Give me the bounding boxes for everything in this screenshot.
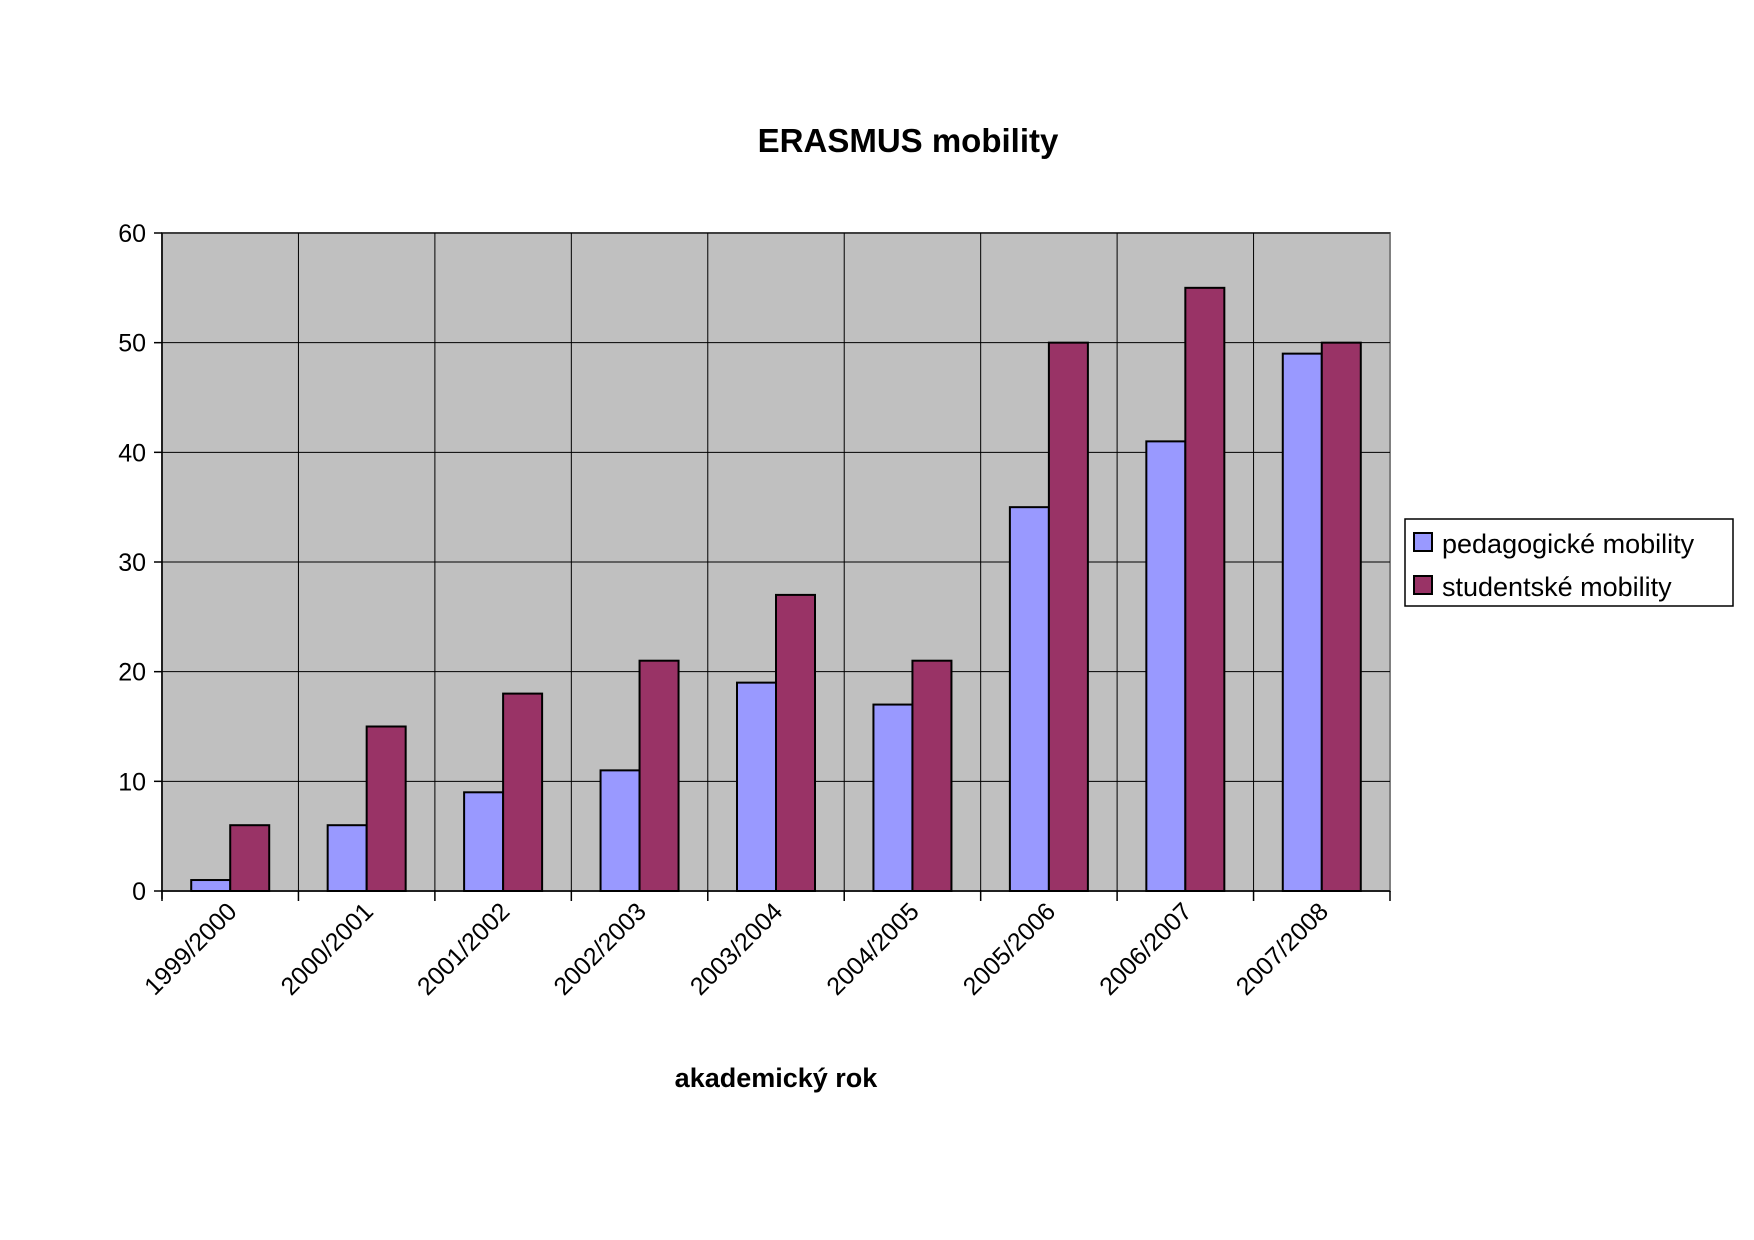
chart-title: ERASMUS mobility [758, 122, 1059, 159]
bar-studentske [1320, 341, 1362, 892]
legend-swatch-pedagogicke [1413, 532, 1433, 552]
bar-pedagogicke [1145, 440, 1187, 892]
bar-studentske [365, 725, 407, 892]
legend-label-studentske: studentské mobility [1442, 572, 1672, 602]
legend-label-pedagogicke: pedagogické mobility [1442, 529, 1695, 559]
y-tick-label: 20 [118, 659, 146, 687]
bar-studentske [1184, 286, 1226, 893]
x-axis-label: akademický rok [675, 1063, 879, 1093]
x-tick-label: 1999/2000 [139, 897, 242, 1000]
bar-pedagogicke [736, 681, 777, 893]
bar-studentske [775, 593, 816, 893]
legend: pedagogické mobility studentské mobility [1404, 518, 1734, 607]
x-tick-label: 2007/2008 [1231, 897, 1334, 1000]
legend-box [1404, 518, 1734, 607]
x-tick-label: 2005/2006 [958, 897, 1061, 1000]
x-tick-label: 2001/2002 [412, 897, 515, 1000]
x-tick-label: 2006/2007 [1094, 897, 1197, 1000]
bar-pedagogicke [463, 791, 505, 892]
y-tick-label: 50 [118, 330, 146, 358]
y-tick-label: 0 [132, 878, 146, 906]
x-tick-label: 2003/2004 [685, 897, 788, 1000]
bar-studentske [911, 659, 953, 893]
y-tick-label: 60 [118, 220, 146, 248]
y-tick-label: 10 [118, 768, 146, 796]
bar-studentske [1047, 341, 1089, 892]
x-tick-label: 2002/2003 [548, 897, 651, 1000]
bar-studentske [229, 824, 271, 893]
legend-swatch-studentske [1413, 575, 1433, 595]
bar-studentske [638, 659, 680, 893]
bar-pedagogicke [190, 879, 232, 892]
bars [190, 286, 1362, 893]
bar-pedagogicke [1281, 352, 1323, 892]
y-tick-label: 40 [118, 439, 146, 467]
x-tick-label: 2004/2005 [821, 897, 924, 1000]
x-tick-label: 2000/2001 [276, 897, 379, 1000]
bar-pedagogicke [599, 769, 641, 892]
bar-pedagogicke [872, 703, 914, 892]
bar-pedagogicke [326, 824, 368, 893]
bar-studentske [502, 692, 544, 892]
bar-pedagogicke [1008, 506, 1050, 892]
y-tick-label: 30 [118, 549, 146, 577]
